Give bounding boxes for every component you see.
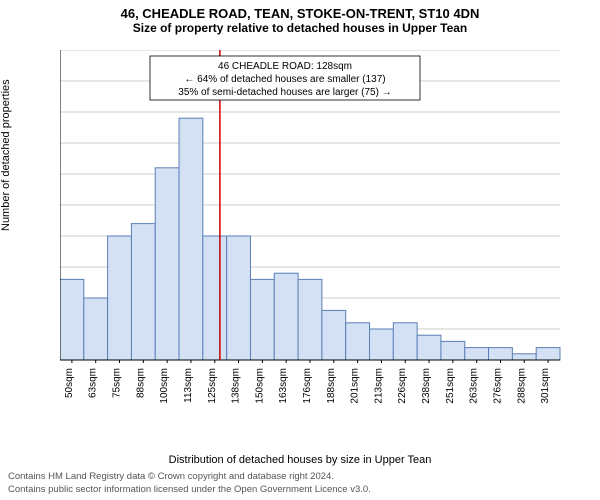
svg-text:125sqm: 125sqm: [207, 368, 218, 404]
svg-text:301sqm: 301sqm: [540, 368, 551, 404]
svg-text:150sqm: 150sqm: [254, 368, 265, 404]
svg-text:← 64% of detached houses are s: ← 64% of detached houses are smaller (13…: [184, 74, 385, 85]
svg-text:100sqm: 100sqm: [159, 368, 170, 404]
footer-line2: Contains public sector information licen…: [8, 484, 371, 496]
y-axis-label: Number of detached properties: [0, 79, 12, 231]
svg-text:163sqm: 163sqm: [278, 368, 289, 404]
svg-text:188sqm: 188sqm: [326, 368, 337, 404]
svg-text:35% of semi-detached houses ar: 35% of semi-detached houses are larger (…: [178, 87, 391, 98]
svg-text:88sqm: 88sqm: [135, 368, 146, 398]
svg-text:63sqm: 63sqm: [88, 368, 99, 398]
svg-text:75sqm: 75sqm: [112, 368, 123, 398]
footer-line1: Contains HM Land Registry data © Crown c…: [8, 471, 371, 483]
svg-text:138sqm: 138sqm: [231, 368, 242, 404]
svg-text:201sqm: 201sqm: [350, 368, 361, 404]
svg-text:50sqm: 50sqm: [64, 368, 75, 398]
svg-text:226sqm: 226sqm: [397, 368, 408, 404]
chart-title: 46, CHEADLE ROAD, TEAN, STOKE-ON-TRENT, …: [0, 0, 600, 21]
footer-attribution: Contains HM Land Registry data © Crown c…: [8, 471, 371, 496]
svg-text:276sqm: 276sqm: [492, 368, 503, 404]
svg-text:176sqm: 176sqm: [302, 368, 313, 404]
histogram-svg: 0510152025303540455050sqm63sqm75sqm88sqm…: [60, 50, 570, 440]
plot-area: 0510152025303540455050sqm63sqm75sqm88sqm…: [60, 50, 570, 400]
svg-text:263sqm: 263sqm: [469, 368, 480, 404]
svg-text:288sqm: 288sqm: [516, 368, 527, 404]
svg-text:113sqm: 113sqm: [183, 368, 194, 403]
svg-text:251sqm: 251sqm: [445, 368, 456, 404]
x-axis-label: Distribution of detached houses by size …: [0, 454, 600, 466]
chart-subtitle: Size of property relative to detached ho…: [0, 21, 600, 35]
svg-text:213sqm: 213sqm: [373, 368, 384, 404]
svg-text:238sqm: 238sqm: [421, 368, 432, 404]
svg-text:46 CHEADLE ROAD: 128sqm: 46 CHEADLE ROAD: 128sqm: [218, 61, 352, 72]
